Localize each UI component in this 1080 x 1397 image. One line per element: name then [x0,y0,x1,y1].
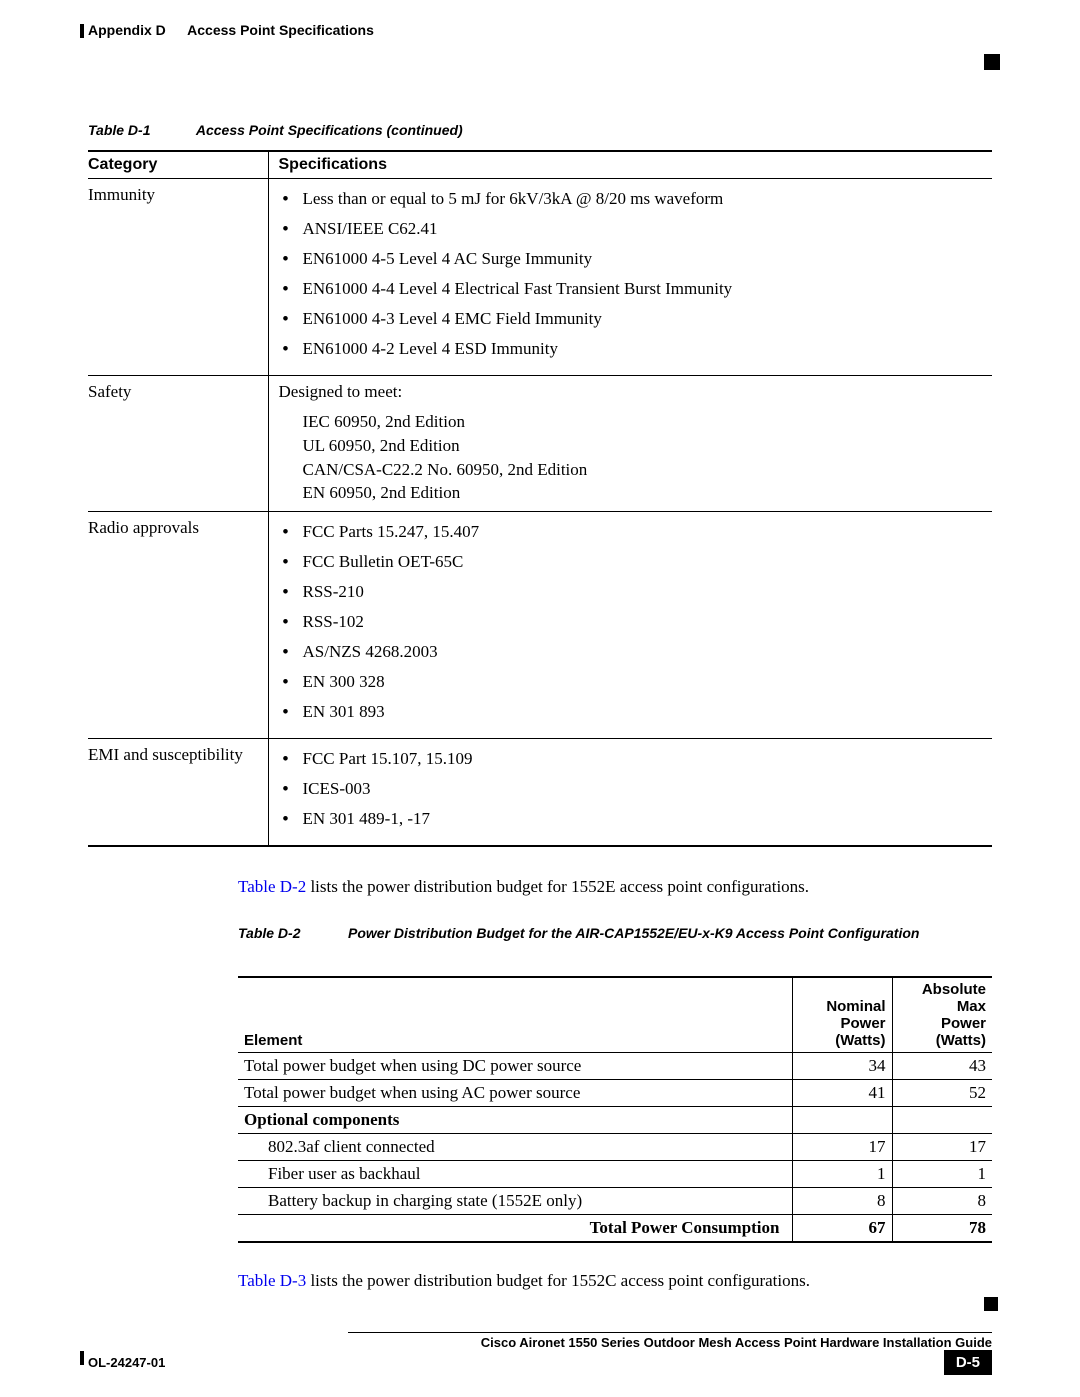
paragraph-2-text: lists the power distribution budget for … [306,1271,810,1290]
table2-element-cell: Fiber user as backhaul [238,1161,792,1188]
spec-list-item: FCC Parts 15.247, 15.407 [279,522,987,542]
table1-caption: Table D-1 Access Point Specifications (c… [88,122,992,138]
table2-header-max: AbsoluteMaxPower(Watts) [892,977,992,1053]
table2-nominal-cell [792,1107,892,1134]
table2-max-cell: 17 [892,1134,992,1161]
table2-element-cell: Total power budget when using DC power s… [238,1053,792,1080]
spec-list-item: AS/NZS 4268.2003 [279,642,987,662]
spec-list-item: EN 301 893 [279,702,987,722]
spec-list-item: FCC Part 15.107, 15.109 [279,749,987,769]
table1-caption-label: Table D-1 [88,122,151,138]
spec-lead-text: Designed to meet: [279,382,987,402]
table2-element-cell: Battery backup in charging state (1552E … [238,1188,792,1215]
page-header: Appendix D Access Point Specifications [88,22,992,52]
header-prefix: Appendix D [88,22,166,38]
table2-nominal-cell: 17 [792,1134,892,1161]
footer-guide: Cisco Aironet 1550 Series Outdoor Mesh A… [481,1335,992,1350]
footer-marker [80,1351,84,1365]
spec-indented-block: IEC 60950, 2nd EditionUL 60950, 2nd Edit… [303,410,987,505]
spec-list-item: EN 301 489-1, -17 [279,809,987,829]
table1-category-cell: Safety [88,376,268,512]
footer-square [984,1297,998,1311]
table2-caption-text: Power Distribution Budget for the AIR-CA… [348,925,919,941]
table2-nominal-cell: 1 [792,1161,892,1188]
spec-list-item: ICES-003 [279,779,987,799]
table1-category-cell: Radio approvals [88,512,268,739]
spec-list-item: RSS-210 [279,582,987,602]
table1-category-cell: Immunity [88,179,268,376]
spec-list-item: EN 300 328 [279,672,987,692]
footer-docid: OL-24247-01 [88,1355,165,1370]
footer-rule [348,1332,992,1333]
table2-header-nominal: NominalPower(Watts) [792,977,892,1053]
spec-list-item: EN61000 4-4 Level 4 Electrical Fast Tran… [279,279,987,299]
table2-nominal-cell: 41 [792,1080,892,1107]
table2-max-cell [892,1107,992,1134]
table2-total-nominal: 67 [792,1215,892,1243]
spec-list-item: EN61000 4-2 Level 4 ESD Immunity [279,339,987,359]
spec-line: UL 60950, 2nd Edition [303,434,987,458]
table1-spec-cell: Less than or equal to 5 mJ for 6kV/3kA @… [268,179,992,376]
spec-list-item: EN61000 4-5 Level 4 AC Surge Immunity [279,249,987,269]
spec-list-item: EN61000 4-3 Level 4 EMC Field Immunity [279,309,987,329]
header-marker [80,24,84,38]
table-d3-link[interactable]: Table D-3 [238,1271,306,1290]
table2-element-cell: Optional components [238,1107,792,1134]
spec-list-item: Less than or equal to 5 mJ for 6kV/3kA @… [279,189,987,209]
spec-line: EN 60950, 2nd Edition [303,481,987,505]
table1-spec-cell: FCC Parts 15.247, 15.407 FCC Bulletin OET… [268,512,992,739]
table2-max-cell: 1 [892,1161,992,1188]
table1-spec-cell: FCC Part 15.107, 15.109 ICES-003 EN 301 48… [268,739,992,847]
table2-nominal-cell: 8 [792,1188,892,1215]
table2-element-cell: 802.3af client connected [238,1134,792,1161]
header-title: Access Point Specifications [187,22,374,38]
page-footer: Cisco Aironet 1550 Series Outdoor Mesh A… [88,1332,992,1375]
header-square [984,54,1000,70]
table2-total-max: 78 [892,1215,992,1243]
spec-line: IEC 60950, 2nd Edition [303,410,987,434]
table1-header-category: Category [88,151,268,179]
page-number: D-5 [944,1350,992,1375]
table2-caption-label: Table D-2 [238,925,348,941]
table2-max-cell: 8 [892,1188,992,1215]
paragraph-1: Table D-2 lists the power distribution b… [238,877,992,897]
table-d2-link[interactable]: Table D-2 [238,877,306,896]
spec-list-item: ANSI/IEEE C62.41 [279,219,987,239]
header-text: Appendix D Access Point Specifications [88,22,374,38]
table2-nominal-cell: 34 [792,1053,892,1080]
table2-caption: Table D-2 Power Distribution Budget for … [238,925,992,941]
spec-line: CAN/CSA-C22.2 No. 60950, 2nd Edition [303,458,987,482]
table1-spec-cell: Designed to meet: IEC 60950, 2nd EditionU… [268,376,992,512]
paragraph-2: Table D-3 lists the power distribution b… [238,1271,992,1291]
specifications-table: Category Specifications Immunity Less tha… [88,150,992,847]
table2-total-label: Total Power Consumption [238,1215,792,1243]
table1-category-cell: EMI and susceptibility [88,739,268,847]
table1-header-specs: Specifications [268,151,992,179]
table2-element-cell: Total power budget when using AC power s… [238,1080,792,1107]
table2-max-cell: 52 [892,1080,992,1107]
spec-list-item: FCC Bulletin OET-65C [279,552,987,572]
spec-list-item: RSS-102 [279,612,987,632]
table2-header-element: Element [238,977,792,1053]
power-budget-table: Element NominalPower(Watts) AbsoluteMaxP… [238,976,992,1243]
table1-caption-text: Access Point Specifications (continued) [196,122,463,138]
table2-max-cell: 43 [892,1053,992,1080]
paragraph-1-text: lists the power distribution budget for … [306,877,809,896]
